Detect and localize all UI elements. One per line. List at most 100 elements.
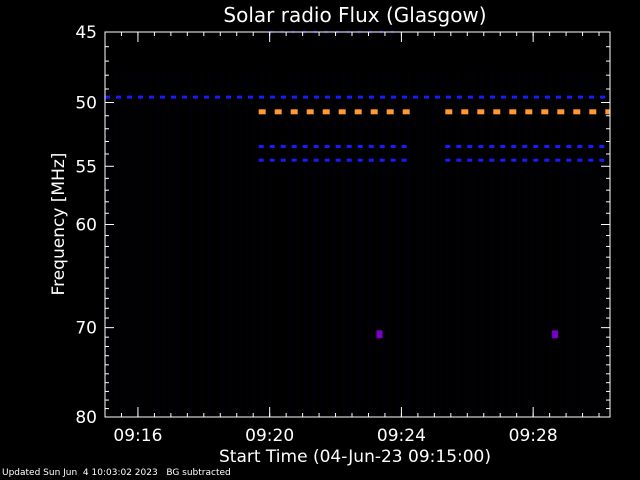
rfi-band-segment (605, 109, 610, 115)
rfi-band-segment (346, 158, 352, 162)
rfi-band-segment (357, 145, 363, 148)
rfi-band-segment (577, 158, 583, 162)
background-texture (107, 72, 604, 415)
rfi-band-segment (324, 145, 330, 148)
y-tick-label: 55 (75, 157, 97, 177)
rfi-band-segment (544, 158, 550, 162)
rfi-band-segment (237, 95, 242, 99)
rfi-band-segment (435, 95, 440, 99)
rfi-band-segment (182, 95, 187, 99)
rfi-band-segment (556, 95, 561, 99)
rfi-band-segment (600, 95, 605, 99)
rfi-band-segment (467, 158, 473, 162)
y-tick-label: 70 (75, 319, 97, 339)
rfi-band-segment (478, 158, 484, 162)
rfi-band-segment (390, 158, 396, 162)
rfi-band-segment (461, 109, 469, 115)
rfi-band-segment (402, 109, 410, 115)
rfi-band-segment (511, 145, 517, 148)
rfi-band-segment (138, 95, 143, 99)
rfi-band-segment (290, 109, 298, 115)
rfi-band-segment (269, 145, 275, 148)
rfi-band-segment (270, 95, 275, 99)
rfi-band-segment (258, 158, 264, 162)
rfi-band-segment (489, 158, 495, 162)
rfi-band-segment (171, 95, 176, 99)
rfi-band-segment (509, 109, 517, 115)
footer: Updated Sun Jun 4 10:03:02 2023 BG subtr… (2, 468, 231, 479)
rfi-band-segment (149, 95, 154, 99)
rfi-band-segment (281, 95, 286, 99)
x-tick-label: 09:24 (377, 426, 426, 446)
rfi-spots (376, 330, 559, 339)
rfi-bands (105, 30, 610, 162)
rfi-band-segment (386, 109, 394, 115)
rfi-band-segment (302, 145, 308, 148)
y-tick-label: 45 (75, 23, 97, 43)
rfi-band-segment (490, 95, 495, 99)
rfi-band-segment (127, 95, 132, 99)
rfi-band-segment (358, 95, 363, 99)
rfi-band-segment (336, 95, 341, 99)
rfi-band-segment (391, 95, 396, 99)
rfi-band-segment (369, 95, 374, 99)
rfi-band-segment (477, 109, 485, 115)
rfi-band-segment (370, 109, 378, 115)
rfi-band-segment (445, 158, 451, 162)
rfi-band-segment (274, 109, 282, 115)
rfi-band-segment (259, 95, 264, 99)
rfi-band-segment (500, 158, 506, 162)
rfi-band-segment (325, 95, 330, 99)
rfi-band-segment (306, 109, 314, 115)
rfi-band-segment (522, 158, 528, 162)
rfi-band-segment (493, 109, 501, 115)
rfi-band-segment (314, 95, 319, 99)
rfi-band-segment (589, 109, 597, 115)
rfi-band-segment (322, 109, 330, 115)
rfi-band-segment (280, 158, 286, 162)
rfi-band-segment (467, 145, 473, 148)
rfi-band-segment (555, 158, 561, 162)
rfi-band-segment (380, 95, 385, 99)
rfi-band-segment (347, 95, 352, 99)
rfi-band-segment (456, 158, 462, 162)
rfi-band-segment (324, 158, 330, 162)
rfi-band-segment (533, 158, 539, 162)
rfi-band-segment (501, 95, 506, 99)
rfi-band-segment (567, 95, 572, 99)
rfi-spot (376, 330, 383, 339)
rfi-band-segment (401, 145, 407, 148)
y-tick-label: 50 (75, 94, 97, 114)
rfi-band-segment (335, 145, 341, 148)
rfi-band-segment (346, 145, 352, 148)
rfi-band-segment (401, 158, 407, 162)
footer-updated: Updated Sun Jun 4 10:03:02 2023 (2, 468, 158, 478)
rfi-band-segment (566, 158, 572, 162)
rfi-band-segment (479, 95, 484, 99)
rfi-band-segment (269, 158, 275, 162)
rfi-band-segment (291, 145, 297, 148)
rfi-band-segment (557, 109, 565, 115)
y-axis-ticks: 45 50 55 60 70 80 (75, 23, 610, 428)
rfi-band-segment (599, 145, 605, 148)
rfi-band-segment (368, 158, 374, 162)
rfi-band-segment (313, 145, 319, 148)
rfi-band-segment (116, 95, 121, 99)
rfi-band-segment (545, 95, 550, 99)
rfi-band-segment (588, 145, 594, 148)
rfi-band-segment (555, 145, 561, 148)
rfi-band-segment (424, 95, 429, 99)
rfi-spot (552, 330, 559, 339)
rfi-band-segment (445, 145, 451, 148)
rfi-band-segment (573, 109, 581, 115)
rfi-band-segment (456, 145, 462, 148)
rfi-band-segment (160, 95, 165, 99)
rfi-band-segment (468, 95, 473, 99)
rfi-band-segment (566, 145, 572, 148)
rfi-band-segment (379, 145, 385, 148)
rfi-band-segment (589, 95, 594, 99)
rfi-band-segment (193, 95, 198, 99)
rfi-band-segment (248, 95, 253, 99)
